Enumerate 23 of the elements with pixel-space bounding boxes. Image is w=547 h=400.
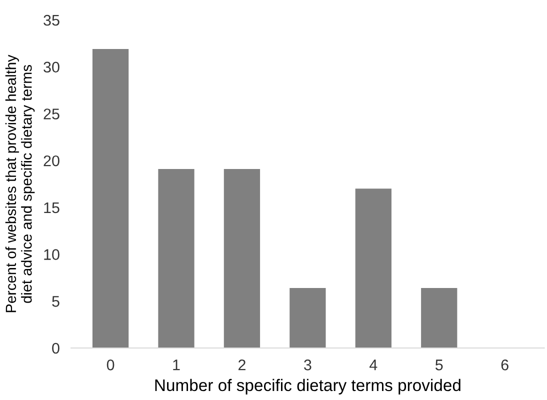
y-tick-label: 10: [44, 249, 60, 260]
x-tick-label: 2: [238, 360, 246, 370]
bar: [158, 169, 194, 348]
x-axis-title: Number of specific dietary terms provided: [155, 378, 460, 394]
bar: [421, 288, 458, 348]
y-tick-label: 35: [44, 14, 60, 26]
y-tick-label: 5: [52, 296, 60, 307]
x-tick-label: 4: [370, 360, 378, 370]
bar: [224, 169, 260, 348]
y-tick-label: 20: [44, 155, 60, 166]
bar: [355, 188, 392, 348]
x-tick-label: 0: [106, 360, 114, 370]
y-axis-title: Percent of websites that provide healthy diet advice and specific dietary terms: [5, 54, 35, 312]
y-tick-label: 0: [52, 342, 60, 354]
x-tick-label: 3: [304, 360, 312, 370]
x-tick-label: 5: [435, 360, 443, 370]
y-tick-label: 15: [44, 202, 60, 214]
bar: [290, 288, 326, 348]
y-tick-label: 25: [44, 108, 60, 120]
x-tick-label: 6: [501, 360, 508, 370]
bar: [92, 49, 129, 348]
y-tick-label: 30: [44, 62, 60, 73]
x-tick-label: 1: [173, 360, 180, 370]
